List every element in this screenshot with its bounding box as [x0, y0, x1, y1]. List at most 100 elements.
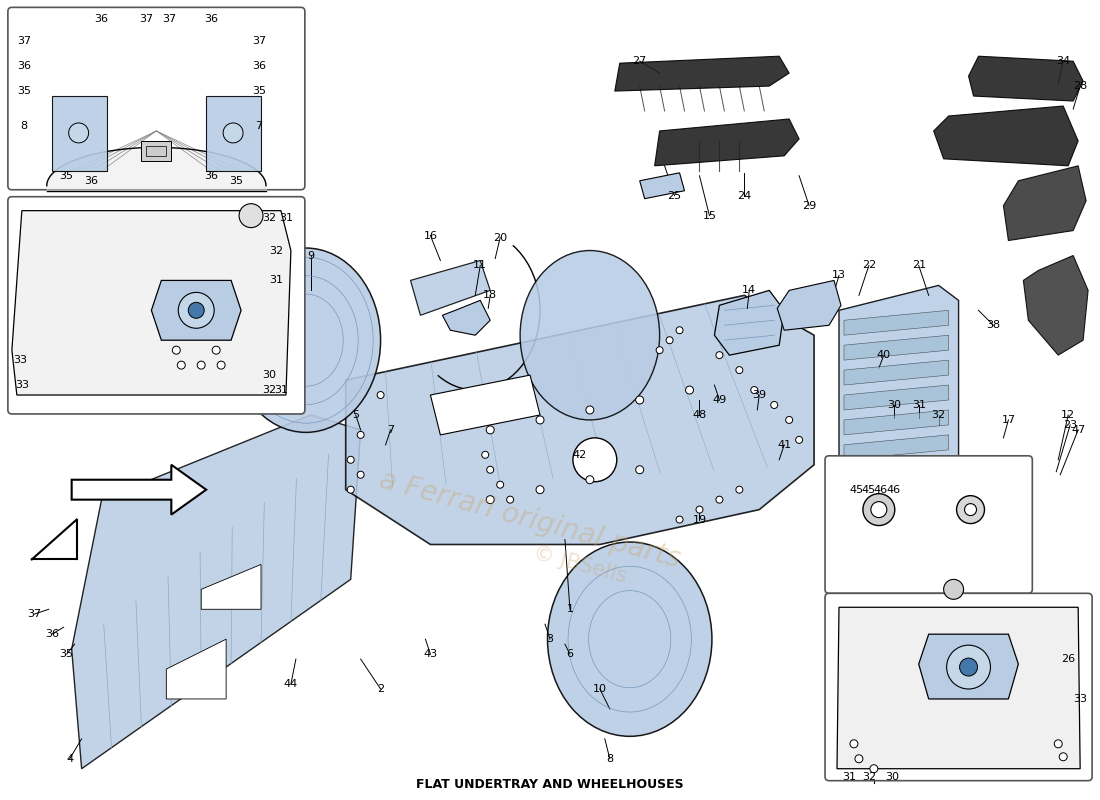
Text: 37: 37	[16, 36, 31, 46]
FancyBboxPatch shape	[825, 456, 1032, 594]
Text: 45: 45	[861, 485, 876, 494]
Text: 21: 21	[912, 261, 926, 270]
Text: 6: 6	[566, 649, 573, 659]
Text: 33: 33	[14, 380, 29, 390]
Text: 44: 44	[284, 679, 298, 689]
Text: 12: 12	[1062, 410, 1076, 420]
Text: 39: 39	[752, 390, 767, 400]
Polygon shape	[918, 634, 1019, 699]
Text: 3: 3	[547, 634, 553, 644]
Text: 36: 36	[205, 170, 218, 181]
Circle shape	[212, 346, 220, 354]
Text: 32: 32	[932, 410, 946, 420]
Text: 11: 11	[473, 261, 487, 270]
Circle shape	[507, 496, 514, 503]
Circle shape	[358, 471, 364, 478]
Text: 31: 31	[274, 385, 288, 395]
Text: 23: 23	[1063, 420, 1077, 430]
Text: 33: 33	[1074, 694, 1087, 704]
Text: 37: 37	[163, 14, 176, 24]
Text: 24: 24	[737, 190, 751, 201]
Circle shape	[751, 386, 758, 394]
Circle shape	[348, 486, 354, 493]
Circle shape	[656, 346, 663, 354]
Text: 13: 13	[832, 270, 846, 281]
Circle shape	[676, 516, 683, 523]
Text: 36: 36	[252, 61, 266, 71]
Polygon shape	[714, 290, 784, 355]
Text: 35: 35	[59, 170, 74, 181]
Text: FLAT UNDERTRAY AND WHEELHOUSES: FLAT UNDERTRAY AND WHEELHOUSES	[416, 778, 684, 790]
Polygon shape	[844, 310, 948, 335]
Circle shape	[573, 438, 617, 482]
Text: 43: 43	[424, 649, 438, 659]
Circle shape	[636, 466, 644, 474]
Text: 28: 28	[1072, 81, 1087, 91]
Text: 7: 7	[387, 425, 394, 435]
Text: 30: 30	[262, 370, 276, 380]
Text: 32: 32	[262, 213, 276, 222]
Text: 4: 4	[66, 754, 74, 764]
Circle shape	[482, 451, 488, 458]
Circle shape	[536, 416, 544, 424]
Polygon shape	[166, 639, 227, 699]
Text: 35: 35	[229, 176, 243, 186]
Text: 9: 9	[307, 250, 315, 261]
Text: 26: 26	[1062, 654, 1076, 664]
Text: 48: 48	[692, 410, 706, 420]
Text: 5: 5	[352, 410, 360, 420]
Polygon shape	[146, 146, 166, 156]
Circle shape	[586, 406, 594, 414]
Text: 37: 37	[26, 610, 41, 619]
Polygon shape	[844, 360, 948, 385]
Text: 34: 34	[1056, 56, 1070, 66]
Polygon shape	[839, 286, 958, 474]
Text: 32: 32	[861, 772, 876, 782]
Circle shape	[696, 506, 703, 513]
Circle shape	[223, 123, 243, 143]
Circle shape	[771, 402, 778, 409]
Text: 36: 36	[205, 14, 218, 24]
Ellipse shape	[231, 248, 381, 432]
Ellipse shape	[520, 250, 660, 420]
Circle shape	[636, 396, 644, 404]
Text: 2: 2	[377, 684, 384, 694]
Circle shape	[377, 391, 384, 398]
Text: © JBSells: © JBSells	[531, 542, 629, 586]
Circle shape	[497, 482, 504, 488]
Text: 46: 46	[887, 485, 901, 494]
Polygon shape	[844, 410, 948, 435]
Polygon shape	[72, 415, 361, 769]
Polygon shape	[778, 281, 842, 330]
Text: 7: 7	[255, 121, 263, 131]
Circle shape	[178, 292, 215, 328]
FancyBboxPatch shape	[8, 7, 305, 190]
Circle shape	[785, 417, 793, 423]
Text: 8: 8	[606, 754, 614, 764]
Text: 38: 38	[987, 320, 1001, 330]
Text: 36: 36	[85, 176, 99, 186]
Text: 36: 36	[16, 61, 31, 71]
Polygon shape	[142, 141, 172, 161]
Circle shape	[870, 765, 878, 773]
Text: a Ferrari original parts: a Ferrari original parts	[376, 466, 684, 574]
Polygon shape	[844, 385, 948, 410]
Circle shape	[795, 436, 803, 443]
Circle shape	[358, 431, 364, 438]
Text: 37: 37	[252, 36, 266, 46]
Text: 35: 35	[252, 86, 266, 96]
Polygon shape	[934, 106, 1078, 166]
Polygon shape	[615, 56, 789, 91]
Text: 37: 37	[140, 14, 154, 24]
Circle shape	[716, 352, 723, 358]
Text: 31: 31	[842, 772, 856, 782]
Text: 45: 45	[850, 485, 864, 494]
Circle shape	[716, 496, 723, 503]
Circle shape	[197, 361, 206, 369]
Text: 33: 33	[13, 355, 26, 365]
Circle shape	[486, 496, 494, 504]
Text: 15: 15	[703, 210, 716, 221]
Text: 32: 32	[268, 246, 283, 255]
Text: 8: 8	[20, 121, 28, 131]
Text: 16: 16	[424, 230, 438, 241]
